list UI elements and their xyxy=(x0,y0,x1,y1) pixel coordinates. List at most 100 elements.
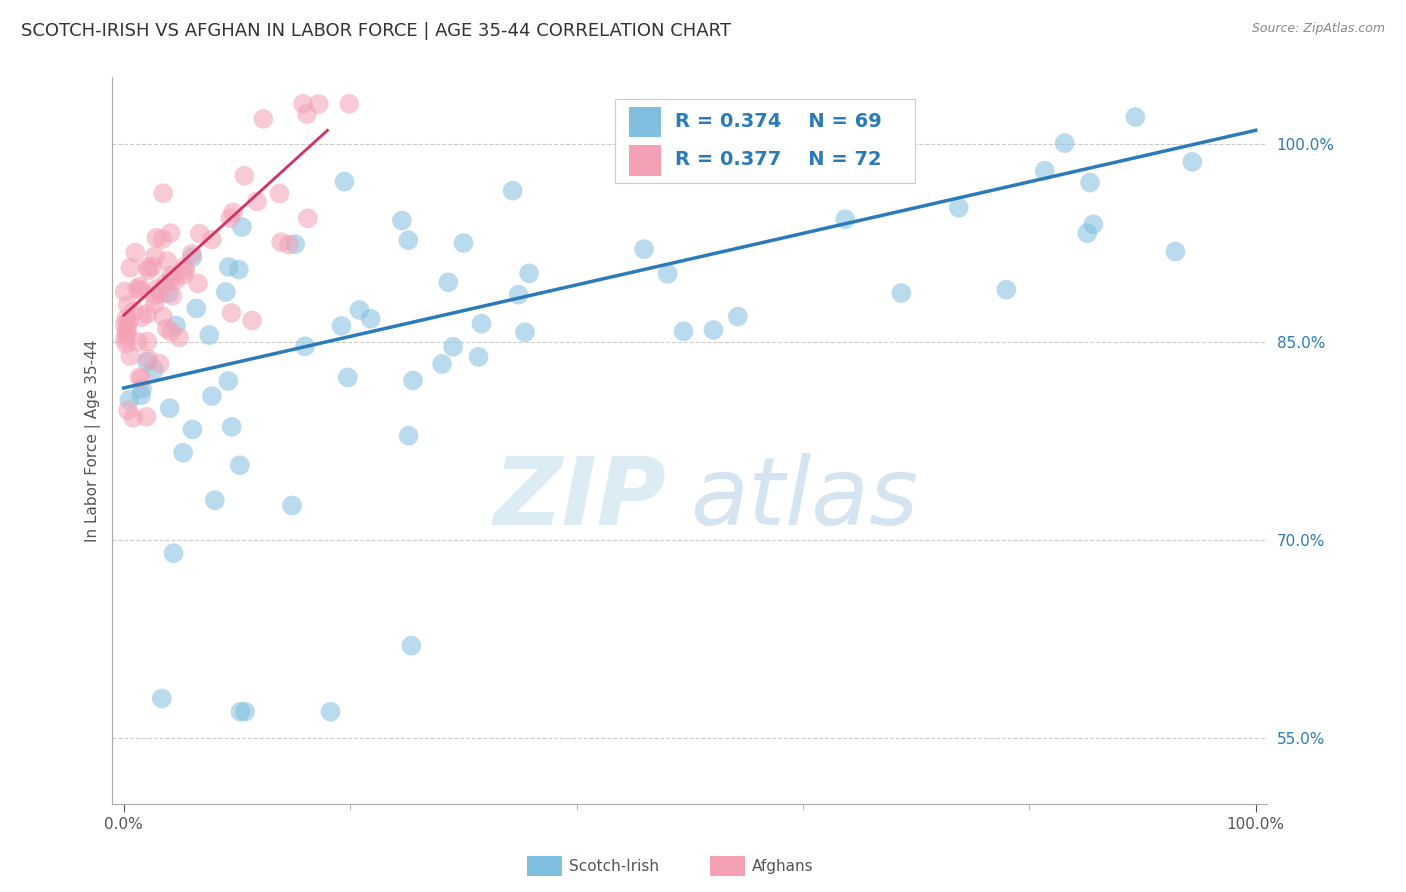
Point xyxy=(135,409,157,424)
Point xyxy=(117,321,139,335)
Point xyxy=(391,213,413,227)
Point xyxy=(120,260,142,275)
Point xyxy=(233,169,256,183)
Point xyxy=(165,274,187,288)
Point xyxy=(1083,217,1105,231)
Point xyxy=(330,318,353,333)
Point xyxy=(402,374,425,388)
Point xyxy=(138,352,160,367)
Point xyxy=(146,282,169,296)
Point xyxy=(360,311,382,326)
Point xyxy=(201,389,224,403)
Point xyxy=(333,175,356,189)
Point xyxy=(1164,244,1187,259)
Point xyxy=(1033,163,1056,178)
Point xyxy=(141,260,163,274)
Point xyxy=(188,227,211,241)
Point xyxy=(115,329,138,343)
Y-axis label: In Labor Force | Age 35-44: In Labor Force | Age 35-44 xyxy=(86,340,101,542)
Point xyxy=(124,245,146,260)
Point xyxy=(153,277,176,292)
Point xyxy=(160,273,183,287)
Point xyxy=(131,310,153,325)
Point xyxy=(156,254,179,268)
Point xyxy=(727,310,749,324)
Point xyxy=(269,186,291,201)
Point xyxy=(149,287,172,301)
Point xyxy=(143,362,166,376)
Point xyxy=(218,260,240,274)
Point xyxy=(138,263,160,277)
Point xyxy=(702,323,724,337)
Point xyxy=(167,330,190,344)
Point xyxy=(1078,176,1101,190)
Point xyxy=(114,285,136,299)
Bar xyxy=(628,106,661,137)
Point xyxy=(162,546,184,560)
Text: atlas: atlas xyxy=(690,453,918,544)
Point xyxy=(145,231,167,245)
Point xyxy=(118,392,141,407)
Point xyxy=(129,279,152,293)
Point xyxy=(228,262,250,277)
Point xyxy=(948,201,970,215)
Point xyxy=(204,493,226,508)
Point xyxy=(198,328,221,343)
Point xyxy=(672,324,695,338)
Text: R = 0.377    N = 72: R = 0.377 N = 72 xyxy=(675,150,882,169)
Point xyxy=(143,289,166,303)
Point xyxy=(467,350,489,364)
Point xyxy=(150,691,173,706)
Point xyxy=(349,302,371,317)
Point xyxy=(160,268,183,282)
Point xyxy=(129,388,152,402)
Point xyxy=(398,428,420,442)
FancyBboxPatch shape xyxy=(614,99,915,183)
Point xyxy=(890,285,912,300)
Text: Source: ZipAtlas.com: Source: ZipAtlas.com xyxy=(1251,22,1385,36)
Point xyxy=(1076,226,1098,240)
Point xyxy=(292,96,315,111)
Point xyxy=(222,205,245,219)
Point xyxy=(430,357,453,371)
Point xyxy=(174,263,197,277)
Point xyxy=(172,446,194,460)
Point xyxy=(128,370,150,384)
Point xyxy=(1123,110,1146,124)
Text: Afghans: Afghans xyxy=(752,859,814,873)
Point xyxy=(118,314,141,328)
Point xyxy=(401,639,423,653)
Point xyxy=(470,317,492,331)
Point xyxy=(122,411,145,425)
Point xyxy=(187,277,209,291)
Point xyxy=(231,219,253,234)
Point xyxy=(453,235,475,250)
Point xyxy=(115,326,138,340)
Point xyxy=(633,242,655,256)
Text: ZIP: ZIP xyxy=(494,453,666,545)
Point xyxy=(136,355,159,369)
Point xyxy=(297,211,319,226)
Point xyxy=(136,334,159,349)
Point xyxy=(508,287,530,301)
Point xyxy=(165,318,187,333)
Point xyxy=(181,250,204,264)
Point xyxy=(122,304,145,318)
Point xyxy=(229,705,252,719)
Point xyxy=(995,283,1018,297)
Point xyxy=(114,332,136,346)
Point xyxy=(150,232,173,246)
Point xyxy=(148,357,170,371)
Point xyxy=(143,297,166,311)
Point xyxy=(513,326,536,340)
Point xyxy=(217,374,239,388)
Point xyxy=(278,237,301,252)
Point xyxy=(157,286,180,301)
Point xyxy=(270,235,292,249)
Point xyxy=(127,334,149,349)
Point xyxy=(778,110,800,124)
Point xyxy=(308,96,330,111)
Point xyxy=(233,705,256,719)
Point xyxy=(136,260,159,275)
Point xyxy=(229,458,252,473)
